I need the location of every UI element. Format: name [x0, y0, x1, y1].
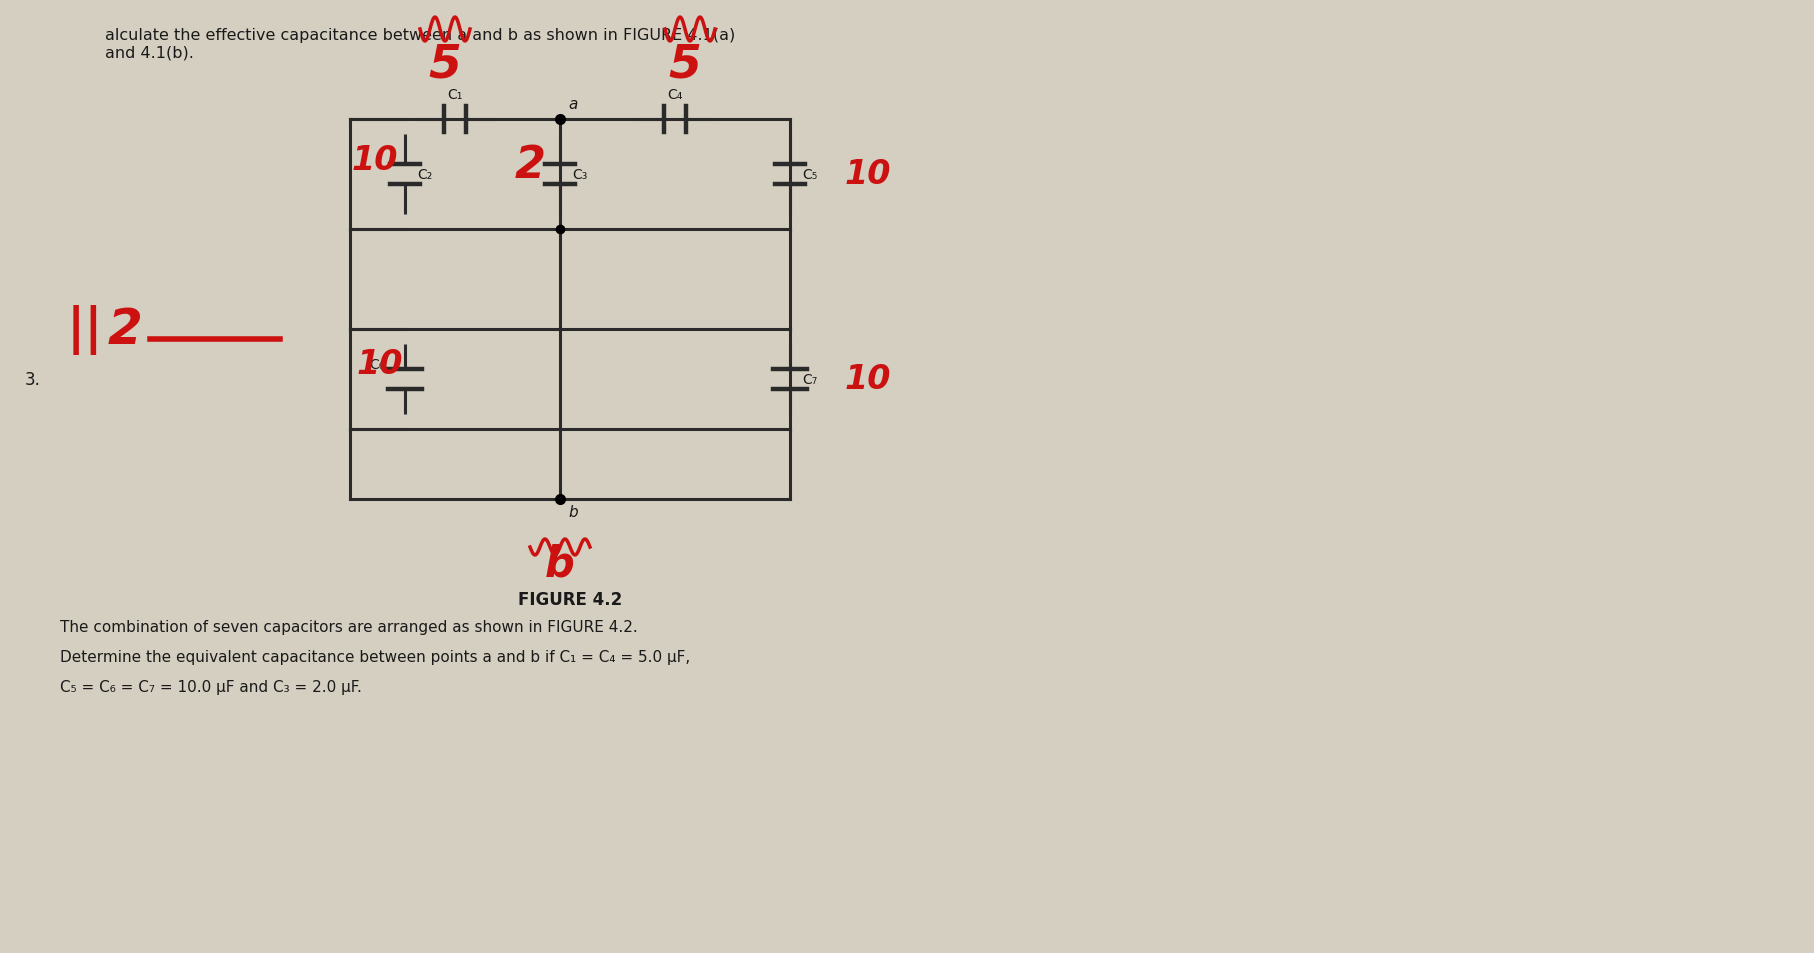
Text: C₅: C₅ — [802, 168, 818, 182]
Text: alculate the effective capacitance between a and b as shown in FIGURE 4.1(a)
and: alculate the effective capacitance betwe… — [105, 28, 735, 60]
Text: The combination of seven capacitors are arranged as shown in FIGURE 4.2.: The combination of seven capacitors are … — [60, 619, 639, 635]
Text: 10: 10 — [357, 348, 403, 381]
Text: ||: || — [67, 305, 103, 355]
Text: 3.: 3. — [25, 371, 42, 389]
Text: C₆: C₆ — [370, 357, 385, 372]
Text: C₃: C₃ — [571, 168, 588, 182]
Text: a: a — [568, 97, 577, 112]
Text: C₇: C₇ — [802, 373, 818, 387]
Text: C₂: C₂ — [417, 168, 432, 182]
Text: Determine the equivalent capacitance between points a and b if C₁ = C₄ = 5.0 μF,: Determine the equivalent capacitance bet… — [60, 649, 691, 664]
Text: C₁: C₁ — [448, 88, 463, 102]
Text: C₄: C₄ — [668, 88, 682, 102]
Text: 10: 10 — [352, 143, 399, 176]
Text: b: b — [546, 543, 575, 585]
Text: 2: 2 — [107, 306, 141, 354]
Text: 5: 5 — [669, 43, 702, 88]
Text: b: b — [568, 504, 577, 519]
Text: 10: 10 — [845, 363, 891, 396]
Text: 10: 10 — [845, 158, 891, 192]
Text: 2: 2 — [515, 143, 546, 186]
Text: FIGURE 4.2: FIGURE 4.2 — [517, 590, 622, 608]
Text: C₅ = C₆ = C₇ = 10.0 μF and C₃ = 2.0 μF.: C₅ = C₆ = C₇ = 10.0 μF and C₃ = 2.0 μF. — [60, 679, 361, 695]
Text: 5: 5 — [428, 43, 461, 88]
